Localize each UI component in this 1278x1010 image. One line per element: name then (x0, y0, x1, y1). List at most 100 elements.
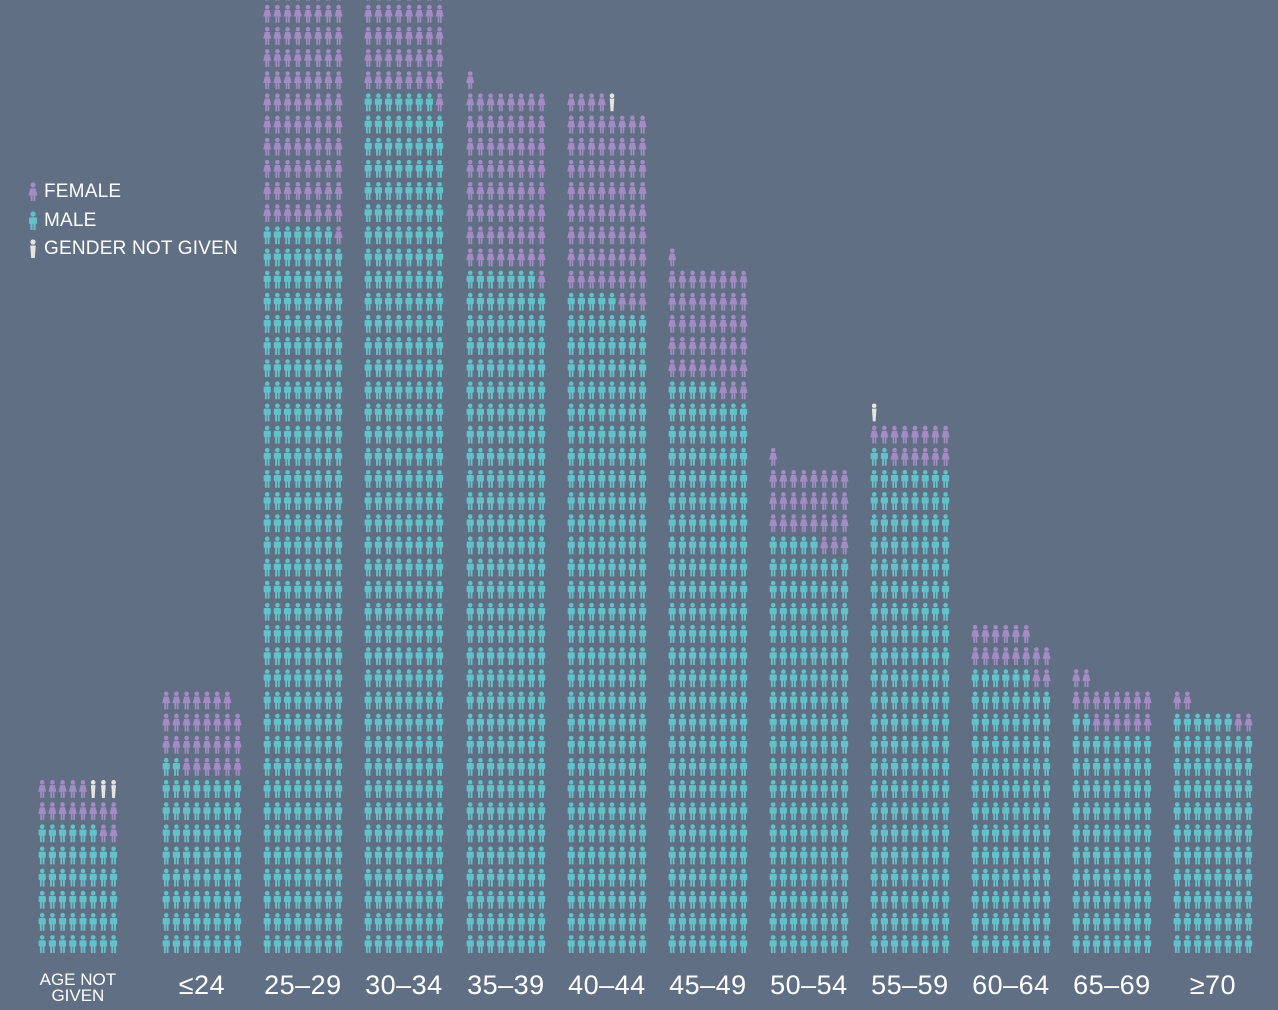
female-unit (618, 182, 627, 200)
female-unit (314, 93, 323, 112)
male-unit (1002, 669, 1010, 688)
male-unit (841, 890, 849, 909)
male-unit (273, 735, 281, 754)
male-unit (1082, 713, 1090, 732)
male-unit (567, 868, 575, 887)
male-unit (405, 403, 413, 422)
male-unit (425, 182, 433, 200)
male-unit (59, 935, 67, 953)
male-unit (740, 558, 748, 577)
female-unit (476, 226, 485, 245)
male-unit (740, 536, 748, 555)
male-unit (294, 935, 302, 953)
male-unit (678, 647, 686, 666)
male-unit (425, 337, 433, 355)
female-unit (880, 425, 889, 444)
male-unit (598, 314, 606, 333)
female-unit (314, 26, 323, 45)
male-unit (385, 359, 393, 378)
male-unit (364, 469, 372, 488)
female-unit (587, 93, 596, 112)
male-unit (1082, 735, 1090, 754)
male-unit (598, 602, 606, 621)
male-unit (942, 802, 950, 821)
female-unit (608, 137, 616, 156)
male-unit (263, 314, 271, 333)
male-unit (1032, 735, 1040, 754)
male-unit (779, 757, 787, 776)
male-unit (639, 735, 647, 754)
male-unit (476, 425, 484, 444)
female-unit (324, 137, 333, 156)
male-unit (841, 912, 849, 931)
female-unit (203, 691, 211, 710)
female-unit (466, 182, 475, 200)
male-unit (699, 514, 707, 533)
male-unit (628, 647, 636, 666)
male-unit (1245, 912, 1253, 931)
male-unit (497, 735, 505, 754)
male-unit (567, 602, 575, 621)
male-unit (314, 226, 322, 245)
male-unit (1072, 846, 1080, 865)
male-unit (719, 536, 727, 555)
male-unit (324, 469, 332, 488)
male-unit (1012, 735, 1020, 754)
male-unit (364, 558, 372, 577)
male-unit (466, 890, 474, 909)
male-unit (415, 337, 423, 355)
male-unit (841, 602, 849, 621)
female-unit (608, 204, 616, 223)
male-unit (891, 780, 899, 798)
male-unit (466, 757, 474, 776)
male-unit (618, 337, 626, 355)
male-unit (981, 890, 989, 909)
female-unit (820, 514, 829, 533)
male-unit (425, 558, 433, 577)
female-unit (517, 115, 526, 134)
male-unit (507, 625, 515, 643)
male-unit (800, 868, 808, 887)
female-unit (507, 115, 515, 134)
male-unit (577, 469, 585, 488)
male-unit (709, 669, 717, 688)
male-unit (628, 735, 636, 754)
male-unit (618, 757, 626, 776)
male-unit (719, 625, 727, 643)
male-unit (709, 846, 717, 865)
male-unit (487, 669, 495, 688)
male-unit (405, 314, 413, 333)
male-unit (588, 757, 596, 776)
male-unit (639, 337, 647, 355)
female-unit (577, 159, 586, 178)
male-unit (487, 890, 495, 909)
male-unit (405, 890, 413, 909)
female-unit (486, 159, 495, 178)
male-unit (699, 713, 707, 732)
male-unit (618, 469, 626, 488)
male-unit (870, 935, 878, 953)
male-unit (639, 359, 647, 378)
male-unit (263, 580, 271, 599)
female-unit (567, 226, 576, 245)
male-unit (385, 868, 393, 887)
male-unit (517, 625, 525, 643)
male-unit (942, 669, 950, 688)
female-unit (1022, 647, 1031, 666)
male-unit (810, 558, 818, 577)
male-unit (870, 735, 878, 754)
male-unit (942, 602, 950, 621)
male-unit (699, 868, 707, 887)
male-unit (639, 713, 647, 732)
male-unit (921, 846, 929, 865)
male-unit (59, 846, 67, 865)
male-unit (374, 425, 382, 444)
male-unit (911, 558, 919, 577)
female-unit (729, 314, 738, 333)
female-unit (496, 226, 505, 245)
male-unit (324, 314, 332, 333)
male-unit (1173, 780, 1181, 798)
male-unit (273, 314, 281, 333)
male-unit (89, 846, 97, 865)
male-unit (880, 536, 888, 555)
